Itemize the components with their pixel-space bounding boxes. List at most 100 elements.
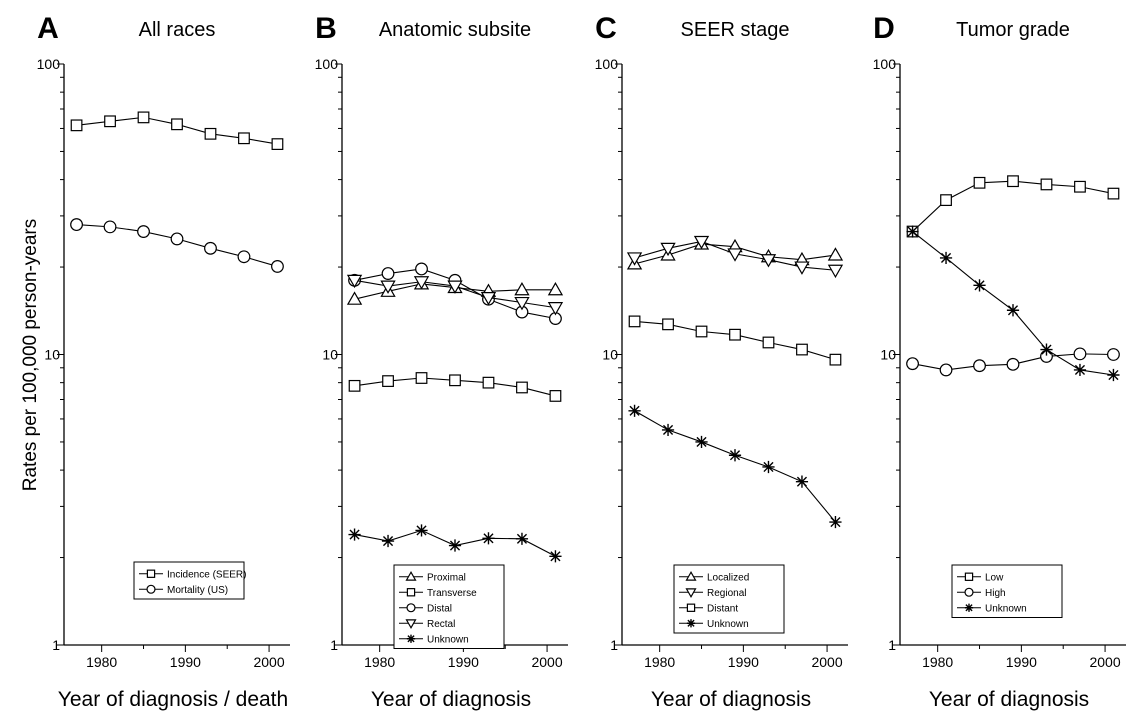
- data-point: [827, 247, 844, 261]
- data-point: [1107, 187, 1120, 200]
- data-point: [415, 262, 428, 276]
- series-incidence-seer: [70, 111, 284, 150]
- data-point: [829, 515, 842, 529]
- panel-title: Anatomic subsite: [379, 19, 531, 41]
- legend-label: Transverse: [427, 588, 477, 599]
- legend-label: Regional: [707, 588, 746, 599]
- data-point: [762, 460, 775, 474]
- series-unknown: [628, 404, 842, 529]
- data-point: [238, 132, 250, 145]
- data-point: [346, 274, 363, 289]
- data-point: [1040, 343, 1053, 356]
- data-point: [973, 176, 986, 189]
- data-point: [515, 532, 529, 545]
- data-point: [628, 404, 641, 417]
- data-point: [693, 235, 710, 250]
- data-point: [1107, 368, 1120, 382]
- series-unknown: [906, 225, 1120, 382]
- x-tick-label: 1980: [922, 654, 953, 670]
- panel-a: A All races 1 10 100 1980 1990 2000 Year of diag…: [37, 12, 290, 711]
- panel-title: All races: [139, 19, 216, 41]
- data-point: [380, 280, 396, 294]
- data-point: [796, 343, 808, 356]
- data-point: [547, 302, 564, 316]
- legend-label: Mortality (US): [167, 585, 228, 596]
- legend-marker: [686, 619, 696, 628]
- legend-marker: [406, 588, 416, 597]
- data-point: [829, 353, 842, 366]
- legend-label: Unknown: [985, 603, 1027, 614]
- panel-d: D Tumor grade 1 10 100 1980 1990 2000 Year of di…: [873, 12, 1126, 711]
- data-point: [695, 325, 708, 338]
- y-tick-label: 1: [888, 637, 896, 653]
- x-tick-label: 1990: [170, 654, 201, 670]
- x-tick-label: 1980: [644, 654, 675, 670]
- data-point: [762, 336, 775, 349]
- data-point: [514, 281, 530, 296]
- data-point: [448, 539, 462, 552]
- legend-marker: [406, 634, 416, 643]
- data-point: [171, 118, 183, 131]
- data-point: [1006, 304, 1020, 317]
- legend: Proximal Transverse Distal Rectal Unknown: [393, 564, 505, 649]
- data-point: [760, 254, 777, 268]
- panel-letter: B: [315, 12, 337, 45]
- data-point: [1006, 357, 1020, 371]
- legend-marker: [686, 603, 696, 612]
- legend-label: Incidence (SEER): [167, 569, 246, 580]
- data-point: [729, 328, 741, 341]
- data-point: [170, 232, 184, 246]
- data-point: [794, 261, 810, 275]
- series-low: [906, 175, 1120, 238]
- legend-label: Low: [985, 572, 1004, 583]
- x-axis-label: Year of diagnosis / death: [58, 688, 288, 711]
- y-tick-label: 1: [52, 637, 60, 653]
- data-point: [514, 296, 530, 311]
- x-tick-label: 1990: [1006, 654, 1037, 670]
- data-point: [662, 318, 674, 331]
- legend-label: Distal: [427, 603, 452, 614]
- panel-letter: D: [873, 12, 895, 45]
- x-axis-label: Year of diagnosis: [651, 688, 811, 711]
- y-tick-label: 100: [315, 56, 339, 72]
- legend-marker: [405, 619, 417, 629]
- x-tick-label: 2000: [1089, 654, 1120, 670]
- legend-label: Proximal: [427, 572, 466, 583]
- data-point: [137, 225, 150, 238]
- data-point: [906, 357, 919, 371]
- legend-label: High: [985, 588, 1006, 599]
- data-point: [547, 281, 564, 296]
- data-point: [482, 532, 495, 545]
- data-point: [449, 374, 461, 387]
- data-point: [348, 528, 361, 541]
- legend-marker: [146, 569, 156, 578]
- y-tick-label: 1: [610, 637, 618, 653]
- y-tick-label: 1: [330, 637, 338, 653]
- data-point: [271, 138, 284, 150]
- y-tick-label: 10: [44, 347, 60, 363]
- legend: Low High Unknown: [951, 564, 1063, 618]
- data-point: [727, 248, 743, 262]
- data-point: [940, 194, 952, 207]
- series-high: [906, 347, 1120, 377]
- data-point: [549, 390, 562, 402]
- data-point: [237, 250, 251, 264]
- data-point: [346, 291, 363, 305]
- panel-title: Tumor grade: [956, 19, 1070, 41]
- x-tick-label: 1980: [86, 654, 117, 670]
- x-axis-label: Year of diagnosis: [929, 688, 1089, 711]
- data-point: [973, 359, 986, 373]
- y-axis-label: Rates per 100,000 person-years: [20, 219, 41, 492]
- data-point: [137, 111, 150, 124]
- legend-label: Unknown: [427, 634, 469, 645]
- series-distant: [628, 315, 842, 366]
- legend-marker: [685, 571, 697, 581]
- data-point: [415, 372, 428, 384]
- x-tick-label: 1990: [448, 654, 479, 670]
- data-point: [660, 242, 676, 257]
- data-point: [973, 279, 986, 292]
- data-point: [271, 259, 284, 273]
- data-point: [695, 435, 708, 449]
- data-point: [348, 379, 361, 392]
